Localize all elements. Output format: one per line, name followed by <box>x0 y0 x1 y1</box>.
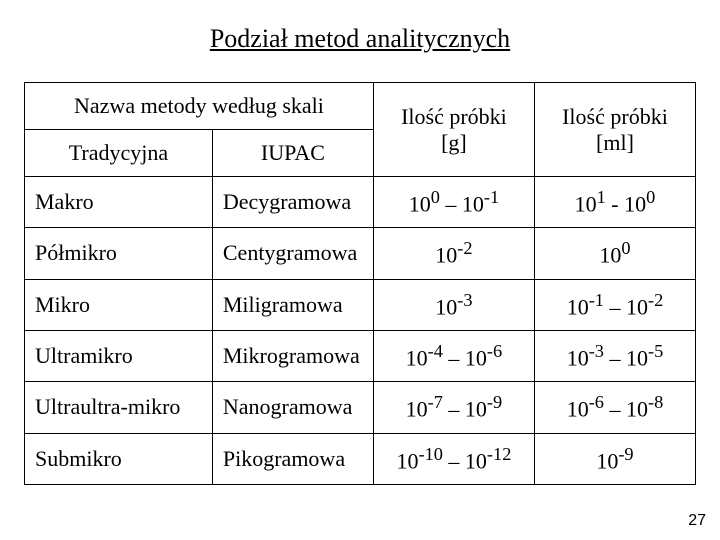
cell-trad: Półmikro <box>25 228 213 279</box>
header-trad: Tradycyjna <box>25 130 213 177</box>
cell-trad: Submikro <box>25 433 213 484</box>
cell-ml: 10-1 – 10-2 <box>534 279 695 330</box>
cell-iupac: Nanogramowa <box>212 382 373 433</box>
cell-grams: 10-4 – 10-6 <box>373 330 534 381</box>
table-row: UltramikroMikrogramowa10-4 – 10-610-3 – … <box>25 330 696 381</box>
table-body: MakroDecygramowa100 – 10-1101 - 100Półmi… <box>25 177 696 485</box>
header-sample-ml-label: Ilość próbki <box>562 104 668 129</box>
cell-ml: 100 <box>534 228 695 279</box>
cell-grams: 10-3 <box>373 279 534 330</box>
table-row: MikroMiligramowa10-310-1 – 10-2 <box>25 279 696 330</box>
cell-grams: 10-10 – 10-12 <box>373 433 534 484</box>
table-row: MakroDecygramowa100 – 10-1101 - 100 <box>25 177 696 228</box>
page-title: Podział metod analitycznych <box>24 24 696 54</box>
header-sample-g: Ilość próbki [g] <box>373 83 534 177</box>
cell-grams: 100 – 10-1 <box>373 177 534 228</box>
header-sample-ml: Ilość próbki [ml] <box>534 83 695 177</box>
cell-trad: Mikro <box>25 279 213 330</box>
methods-table: Nazwa metody według skali Ilość próbki [… <box>24 82 696 485</box>
cell-iupac: Miligramowa <box>212 279 373 330</box>
cell-iupac: Pikogramowa <box>212 433 373 484</box>
header-iupac: IUPAC <box>212 130 373 177</box>
cell-grams: 10-2 <box>373 228 534 279</box>
header-sample-ml-unit: [ml] <box>543 130 687 156</box>
header-sample-g-unit: [g] <box>382 130 526 156</box>
cell-ml: 10-3 – 10-5 <box>534 330 695 381</box>
cell-ml: 10-9 <box>534 433 695 484</box>
header-scale-group: Nazwa metody według skali <box>25 83 374 130</box>
cell-iupac: Centygramowa <box>212 228 373 279</box>
cell-ml: 101 - 100 <box>534 177 695 228</box>
cell-grams: 10-7 – 10-9 <box>373 382 534 433</box>
cell-iupac: Mikrogramowa <box>212 330 373 381</box>
cell-ml: 10-6 – 10-8 <box>534 382 695 433</box>
table-row: SubmikroPikogramowa10-10 – 10-1210-9 <box>25 433 696 484</box>
table-row: PółmikroCentygramowa10-2100 <box>25 228 696 279</box>
cell-trad: Ultramikro <box>25 330 213 381</box>
table-row: Ultraultra-mikroNanogramowa10-7 – 10-910… <box>25 382 696 433</box>
header-sample-g-label: Ilość próbki <box>401 104 507 129</box>
cell-trad: Ultraultra-mikro <box>25 382 213 433</box>
page-number: 27 <box>688 512 706 530</box>
cell-iupac: Decygramowa <box>212 177 373 228</box>
cell-trad: Makro <box>25 177 213 228</box>
